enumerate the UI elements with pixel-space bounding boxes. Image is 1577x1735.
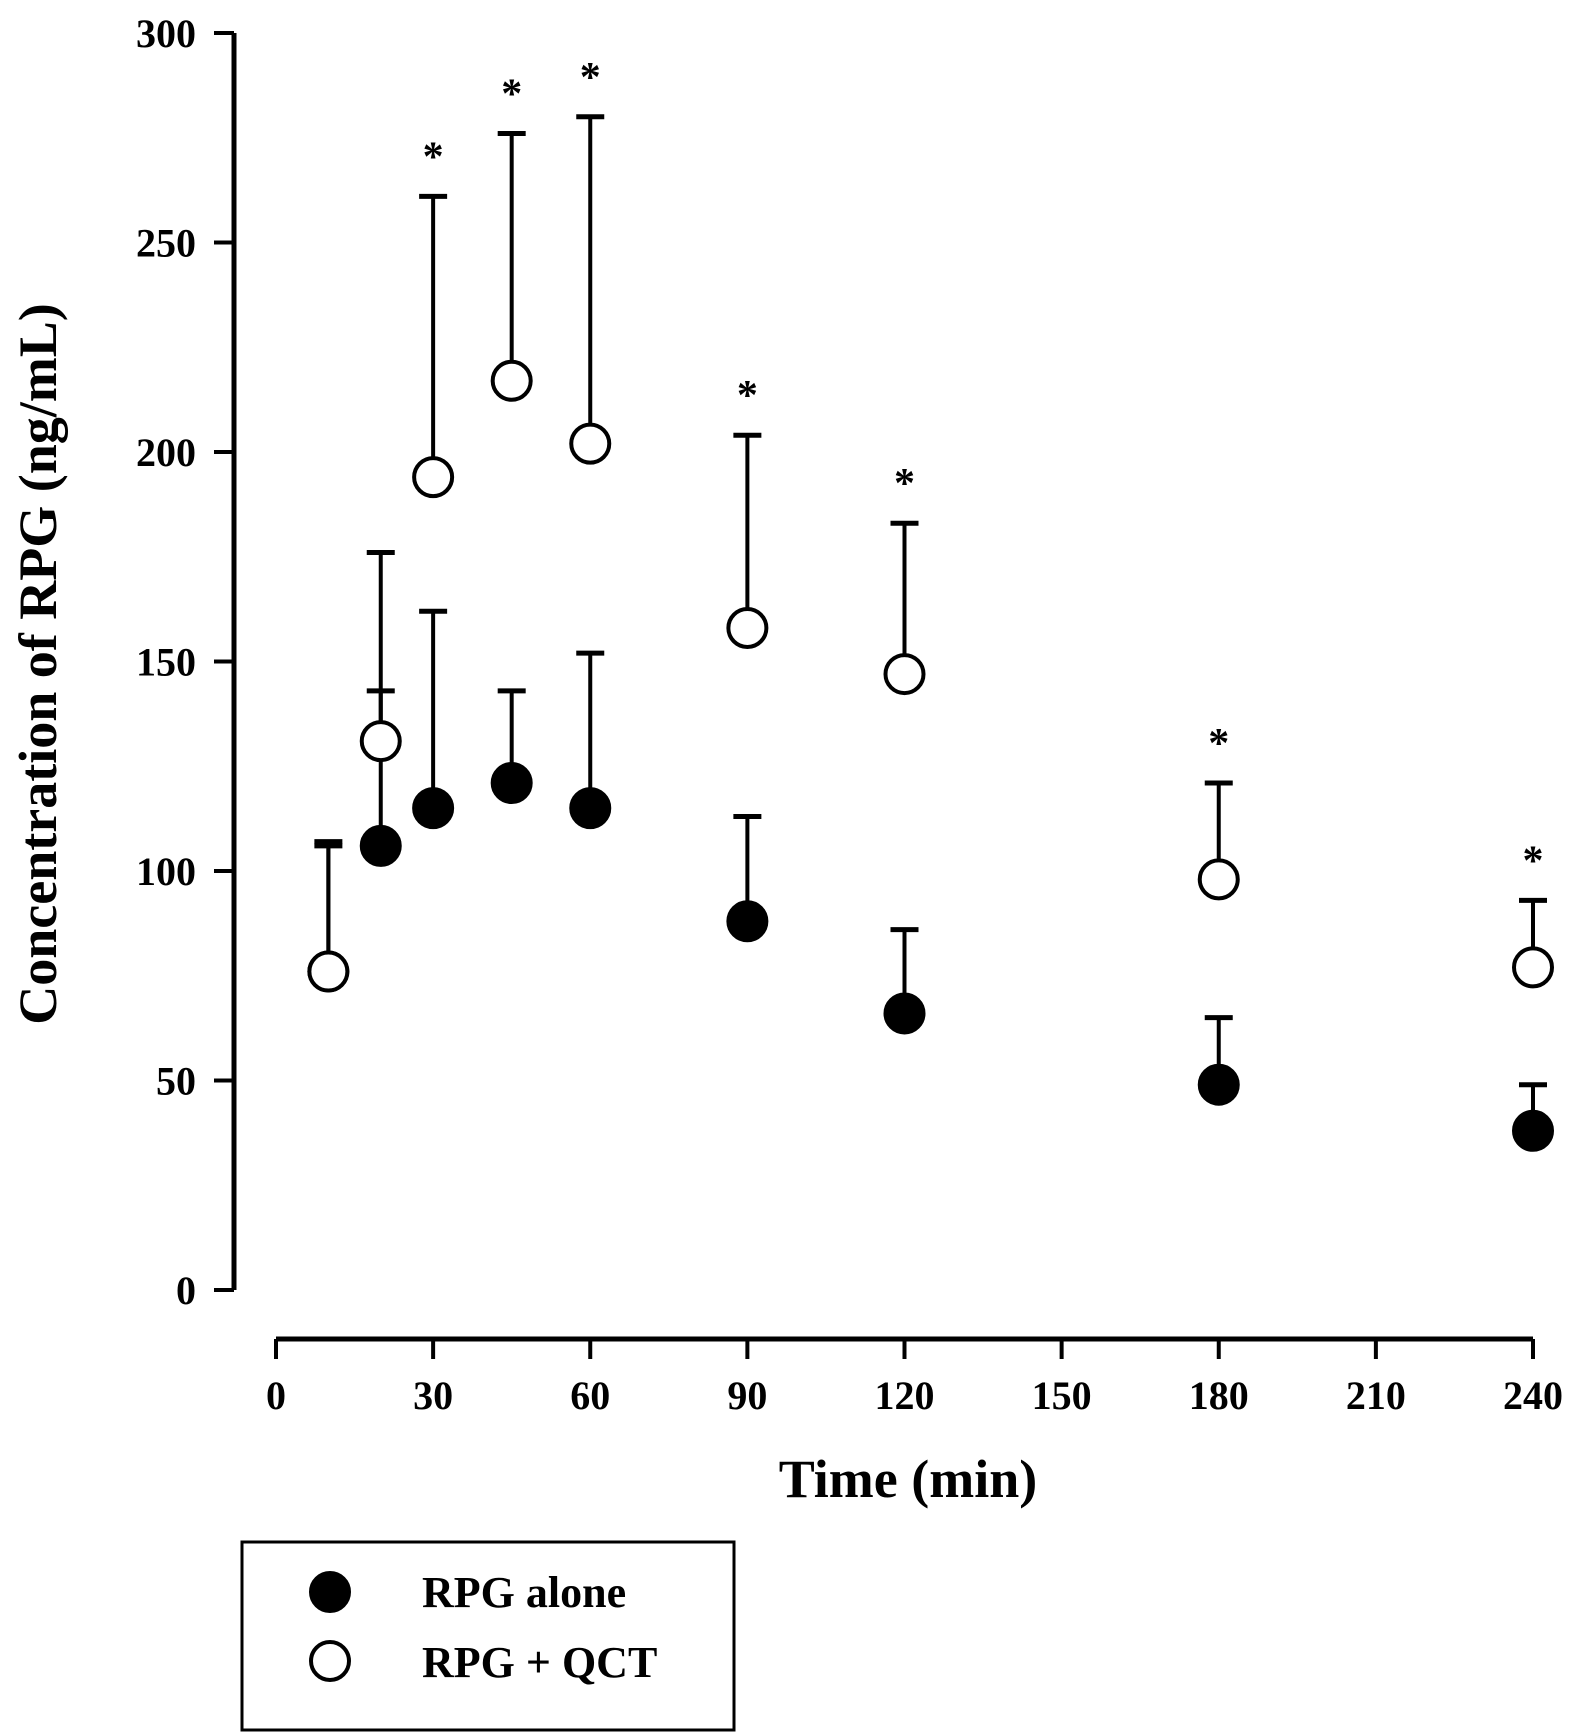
y-tick-label-0: 0 (176, 1268, 196, 1313)
legend-label-rpg-alone: RPG alone (422, 1568, 626, 1617)
x-tick-label-60: 60 (570, 1373, 610, 1418)
marker-rpg-alone-t60 (569, 787, 612, 830)
y-axis-title: Concentration of RPG (ng/mL) (8, 303, 68, 1024)
x-tick-label-210: 210 (1346, 1373, 1406, 1418)
significance-markers: * * * * * * * (423, 55, 1544, 885)
x-tick-label-0: 0 (266, 1373, 286, 1418)
marker-rpg-alone-t240 (1512, 1109, 1554, 1152)
significance-asterisk-t60: * (580, 55, 601, 101)
significance-asterisk-t30: * (423, 134, 444, 180)
significance-asterisk-t240: * (1523, 838, 1544, 884)
y-tick-label-300: 300 (136, 11, 196, 56)
y-tick-label-150: 150 (136, 640, 196, 685)
marker-rpg-qct-t180 (1197, 858, 1240, 901)
marker-rpg-qct-t90 (726, 606, 769, 649)
marker-rpg-qct-t240 (1512, 946, 1554, 989)
marker-rpg-alone-t20 (359, 824, 402, 867)
data-markers (307, 359, 1554, 1152)
marker-rpg-alone-t30 (412, 787, 455, 830)
marker-rpg-qct-t60 (569, 422, 612, 465)
marker-rpg-alone-t180 (1197, 1063, 1240, 1106)
significance-asterisk-t90: * (737, 373, 758, 419)
significance-asterisk-t120: * (894, 461, 915, 507)
x-axis-ticks: 0 30 60 90 120 150 180 210 240 (266, 1339, 1563, 1418)
legend: RPG alone RPG + QCT (240, 1540, 736, 1732)
marker-rpg-qct-t10 (307, 950, 350, 993)
y-tick-label-250: 250 (136, 221, 196, 266)
legend-marker-rpg-alone (309, 1571, 351, 1613)
marker-rpg-qct-t45 (490, 359, 533, 402)
x-tick-label-30: 30 (413, 1373, 453, 1418)
x-tick-label-150: 150 (1032, 1373, 1092, 1418)
error-bars (314, 114, 1547, 1112)
x-tick-label-120: 120 (875, 1373, 935, 1418)
marker-rpg-alone-t45 (490, 762, 533, 805)
significance-asterisk-t180: * (1208, 721, 1229, 767)
x-tick-label-240: 240 (1503, 1373, 1563, 1418)
marker-rpg-alone-t90 (726, 900, 769, 943)
marker-rpg-qct-t30 (412, 456, 455, 499)
marker-rpg-qct-t20 (359, 720, 402, 763)
x-tick-label-180: 180 (1189, 1373, 1249, 1418)
x-tick-label-90: 90 (727, 1373, 767, 1418)
axes (231, 33, 1533, 1342)
y-axis-ticks: 0 50 100 150 200 250 300 (136, 11, 234, 1313)
legend-marker-rpg-qct (309, 1640, 351, 1682)
marker-rpg-qct-t120 (883, 653, 926, 696)
y-tick-label-100: 100 (136, 849, 196, 894)
legend-label-rpg-qct: RPG + QCT (422, 1638, 657, 1687)
y-tick-label-50: 50 (156, 1059, 196, 1104)
y-tick-label-200: 200 (136, 430, 196, 475)
x-axis-title: Time (min) (779, 1449, 1037, 1509)
significance-asterisk-t45: * (501, 72, 522, 118)
marker-rpg-alone-t120 (883, 992, 926, 1035)
